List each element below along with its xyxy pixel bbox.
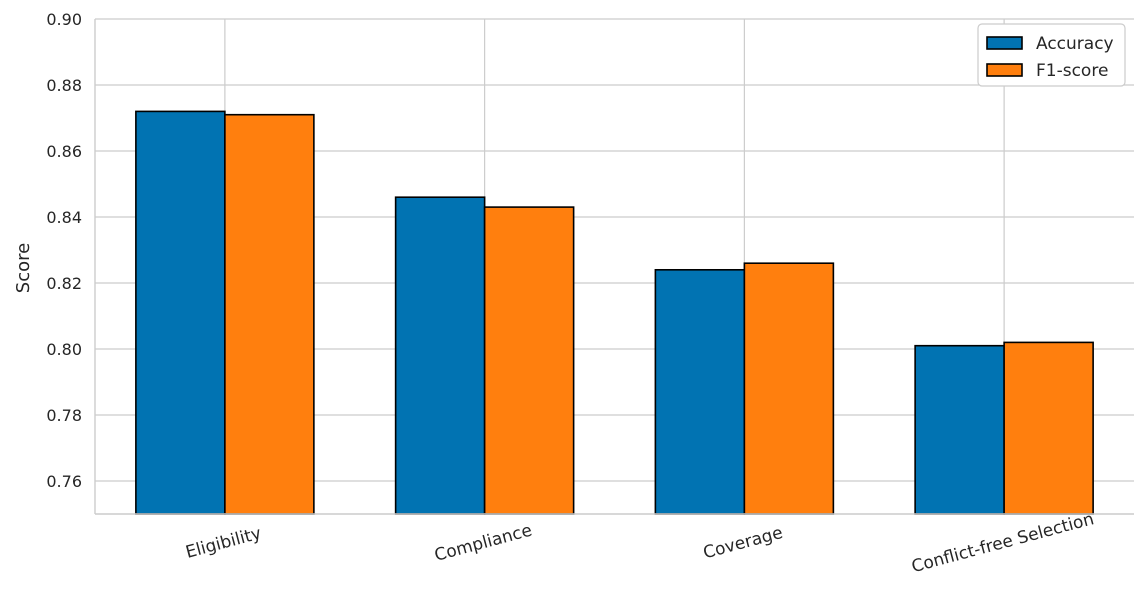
x-tick-label: Compliance [432,521,534,566]
bars [135,110,1094,515]
legend-label-f1-score: F1-score [1036,61,1108,81]
y-tick-label: 0.88 [46,76,82,95]
x-tick-label: Eligibility [184,523,264,562]
y-tick-label: 0.78 [46,406,82,425]
y-tick-label: 0.80 [46,340,82,359]
bar-accuracy-coverage [654,268,746,515]
legend-label-accuracy: Accuracy [1036,34,1114,54]
y-tick-label: 0.86 [46,142,82,161]
x-tick-label: Coverage [701,523,785,563]
y-tick-label: 0.82 [46,274,82,293]
x-tick-labels: Eligibility Compliance Coverage Conflict-fr… [184,509,1097,577]
bar-f1-score-coverage [743,262,835,515]
bar-f1-score-compliance [483,206,575,515]
bar-f1-score-eligibility [224,113,315,515]
legend: Accuracy F1-score [977,23,1126,87]
bar-accuracy-eligibility [135,110,226,515]
x-tick-label: Conflict-free Selection [909,509,1096,577]
axes [94,19,1134,515]
bar-f1-score-conflict-free-selection [1003,341,1094,515]
y-tick-label: 0.76 [46,472,82,491]
y-axis-label: Score [13,243,34,293]
y-tick-label: 0.84 [46,208,82,227]
legend-swatch-accuracy [986,36,1023,50]
bar-accuracy-conflict-free-selection [914,344,1005,515]
legend-swatch-f1-score [986,63,1023,77]
y-tick-labels: 0.76 0.78 0.80 0.82 0.84 0.86 0.88 0.90 [46,10,82,491]
y-tick-label: 0.90 [46,10,82,29]
bar-accuracy-compliance [394,196,486,515]
